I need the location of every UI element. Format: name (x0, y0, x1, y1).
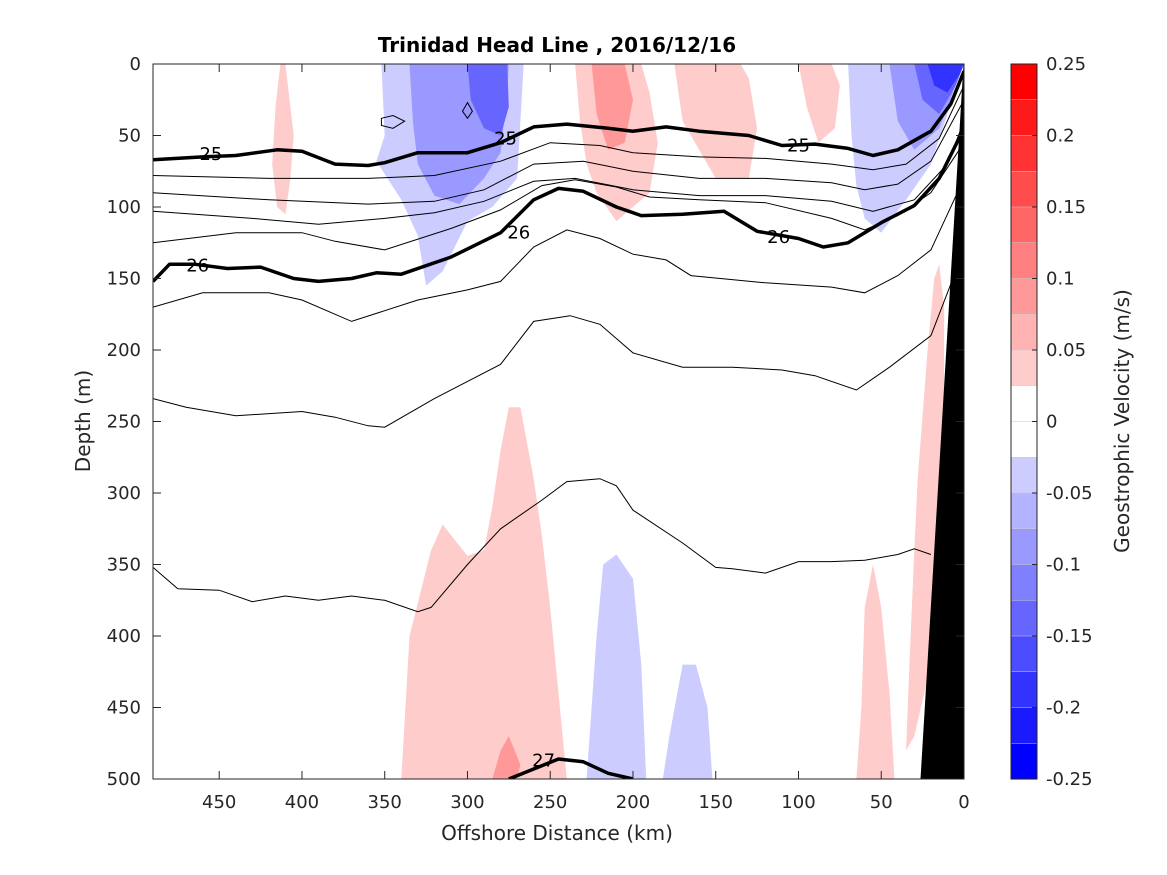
colorbar-band (1010, 528, 1038, 566)
velocity-patch (662, 664, 713, 779)
velocity-patch (401, 407, 567, 779)
contour-labels: 25 25 25 26 26 26 27 (186, 128, 810, 771)
x-tick-label: 300 (450, 792, 484, 813)
y-tick-label: 50 (118, 126, 141, 147)
velocity-patch (674, 64, 758, 179)
colorbar-ticks: 0.25 0.2 0.15 0.1 0.05 0 -0.05 -0.1 -0.15 -0.2 -0.… (1032, 54, 1093, 790)
colorbar-band (1010, 242, 1038, 280)
colorbar-tick-label: -0.05 (1046, 483, 1093, 504)
contour-label: 26 (186, 256, 209, 277)
isopycnal-line (153, 99, 964, 205)
colorbar-band (1010, 421, 1038, 458)
colorbar-band (1010, 314, 1038, 351)
colorbar-band (1010, 635, 1038, 673)
x-tick-label: 250 (533, 792, 567, 813)
closed-contour (380, 114, 406, 129)
contour-label: 25 (199, 144, 222, 165)
x-tick-label: 150 (699, 792, 733, 813)
colorbar-band (1010, 600, 1038, 637)
colorbar-band (1010, 671, 1038, 709)
y-tick-label: 0 (130, 54, 141, 75)
closed-contour (461, 101, 473, 120)
isopycnal-line (153, 478, 932, 613)
isopycnal-bold-line (508, 757, 634, 779)
contour-label: 25 (494, 128, 517, 149)
colorbar-band (1010, 135, 1038, 172)
bold-isopycnals (153, 70, 964, 779)
colorbar-tick-label: -0.25 (1046, 769, 1093, 790)
contour-label: 27 (532, 750, 555, 771)
velocity-patch (467, 64, 509, 136)
colorbar-band (1010, 63, 1038, 101)
colorbar-band (1010, 171, 1038, 208)
velocity-patch (927, 64, 964, 93)
x-tick-label: 450 (202, 792, 236, 813)
colorbar-band (1010, 743, 1038, 780)
x-tick-label: 200 (616, 792, 650, 813)
velocity-patch (798, 64, 840, 143)
bathymetry-fill (920, 64, 964, 779)
isopycnal-bold-line (153, 70, 964, 168)
velocity-patch (492, 736, 521, 779)
y-axis-ticks: 0 50 100 150 200 250 300 350 400 450 500 (107, 54, 964, 790)
thin-isopycnals (153, 85, 964, 613)
colorbar-tick-label: 0.1 (1046, 269, 1075, 290)
x-tick-label: 100 (781, 792, 815, 813)
x-tick-label: 50 (870, 792, 893, 813)
y-tick-label: 400 (107, 626, 141, 647)
colorbar-tick-label: -0.15 (1046, 626, 1093, 647)
colorbar (1010, 63, 1038, 780)
isopycnal-line (153, 85, 964, 179)
x-tick-label: 350 (368, 792, 402, 813)
colorbar-band (1010, 206, 1038, 244)
x-axis-ticks: 450 400 350 300 250 200 150 100 50 0 (202, 64, 970, 813)
chart-title: Trinidad Head Line , 2016/12/16 (378, 33, 736, 57)
isopycnal-bold-line (153, 127, 964, 284)
colorbar-tick-label: 0.25 (1046, 54, 1086, 75)
colorbar-tick-label: 0.05 (1046, 340, 1086, 361)
colorbar-band (1010, 278, 1038, 315)
y-tick-label: 150 (107, 269, 141, 290)
isopycnal-line (153, 249, 964, 428)
y-tick-label: 100 (107, 197, 141, 218)
x-axis-label: Offshore Distance (km) (441, 821, 673, 845)
y-tick-label: 300 (107, 483, 141, 504)
contour-label: 25 (787, 136, 810, 157)
velocity-patch (906, 264, 945, 751)
contour-label: 26 (767, 227, 790, 248)
colorbar-tick-label: 0 (1046, 412, 1057, 433)
colorbar-tick-label: 0.15 (1046, 197, 1086, 218)
x-tick-label: 400 (285, 792, 319, 813)
colorbar-tick-label: -0.2 (1046, 698, 1081, 719)
colorbar-band (1010, 492, 1038, 530)
velocity-patch (856, 564, 895, 779)
colorbar-band (1010, 564, 1038, 601)
y-tick-label: 500 (107, 769, 141, 790)
colorbar-band (1010, 457, 1038, 494)
colorbar-band (1010, 707, 1038, 744)
bathymetry (920, 64, 964, 779)
y-tick-label: 250 (107, 412, 141, 433)
velocity-patch (586, 554, 647, 779)
contour-label: 26 (507, 223, 530, 244)
colorbar-band (1010, 385, 1038, 423)
colorbar-tick-label: -0.1 (1046, 555, 1081, 576)
x-tick-label: 0 (958, 792, 969, 813)
isopycnal-line (153, 121, 964, 225)
isopycnal-line (153, 178, 964, 322)
y-axis-label: Depth (m) (71, 370, 95, 472)
colorbar-tick-label: 0.2 (1046, 126, 1075, 147)
velocity-patches (272, 64, 964, 779)
colorbar-label: Geostrophic Velocity (m/s) (1110, 289, 1134, 553)
colorbar-band (1010, 349, 1038, 387)
y-tick-label: 200 (107, 340, 141, 361)
colorbar-band (1010, 99, 1038, 137)
y-tick-label: 450 (107, 698, 141, 719)
velocity-patch (272, 64, 294, 215)
y-tick-label: 350 (107, 555, 141, 576)
